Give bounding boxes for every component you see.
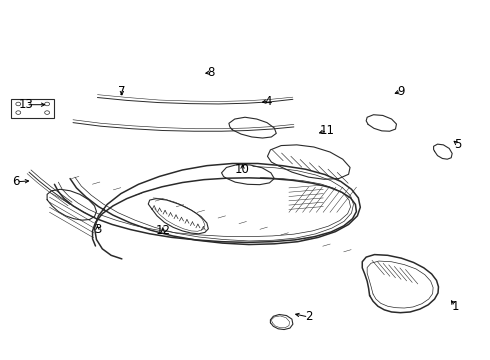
Text: 12: 12 [155,224,171,238]
Text: 9: 9 [397,85,405,98]
Text: 13: 13 [19,98,33,111]
Text: 10: 10 [235,163,250,176]
Text: 6: 6 [13,175,20,188]
Bar [11,99,54,118]
Text: 7: 7 [118,85,125,98]
Text: 8: 8 [207,66,215,79]
Text: 1: 1 [451,300,459,313]
Text: 3: 3 [94,223,101,236]
Text: 4: 4 [265,95,272,108]
Text: 5: 5 [454,138,461,150]
Text: 11: 11 [319,124,335,137]
Text: 2: 2 [305,310,312,324]
